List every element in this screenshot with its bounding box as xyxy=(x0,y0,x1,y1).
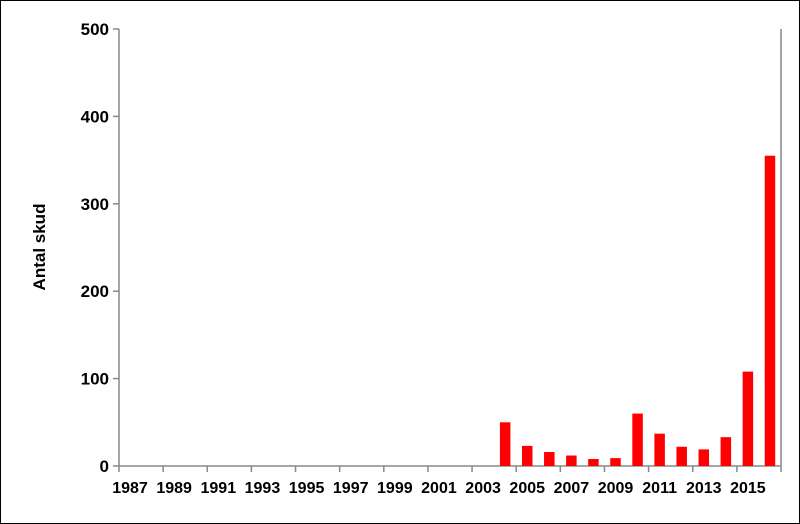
x-tick-label: 2015 xyxy=(730,480,766,497)
x-tick-label: 1991 xyxy=(201,480,237,497)
x-tick-label: 1987 xyxy=(112,480,148,497)
y-axis-label: Antal skud xyxy=(30,204,49,291)
bar-2016 xyxy=(764,155,776,467)
x-tick-label: 2003 xyxy=(465,480,501,497)
x-tick-label: 2009 xyxy=(598,480,634,497)
x-tick-label: 1995 xyxy=(289,480,325,497)
bar-2005 xyxy=(521,445,533,466)
x-tick-label: 2007 xyxy=(554,480,590,497)
bar-2011 xyxy=(654,433,665,466)
y-tick-label: 0 xyxy=(100,457,109,476)
bar-2015 xyxy=(742,371,754,466)
bar-2014 xyxy=(720,437,732,466)
x-tick-label: 2001 xyxy=(421,480,457,497)
bar-2006 xyxy=(544,452,555,466)
y-tick-label: 300 xyxy=(81,195,109,214)
bar-2012 xyxy=(676,446,687,466)
bar-2008 xyxy=(588,459,599,466)
x-tick-label: 2011 xyxy=(642,480,677,497)
x-tick-label: 1989 xyxy=(156,480,192,497)
bar-2009 xyxy=(610,458,621,466)
x-tick-label: 2005 xyxy=(509,480,545,497)
y-tick-label: 500 xyxy=(81,20,109,39)
bar-2010 xyxy=(632,413,643,466)
x-tick-label: 2013 xyxy=(686,480,722,497)
y-tick-label: 200 xyxy=(81,282,109,301)
x-tick-label: 1999 xyxy=(377,480,413,497)
x-tick-label: 1993 xyxy=(245,480,281,497)
bar-2013 xyxy=(698,449,710,466)
bar-2007 xyxy=(566,455,577,466)
y-tick-label: 400 xyxy=(81,107,109,126)
bar-2004 xyxy=(499,422,511,466)
y-tick-label: 100 xyxy=(81,370,109,389)
x-tick-label: 1997 xyxy=(333,480,369,497)
